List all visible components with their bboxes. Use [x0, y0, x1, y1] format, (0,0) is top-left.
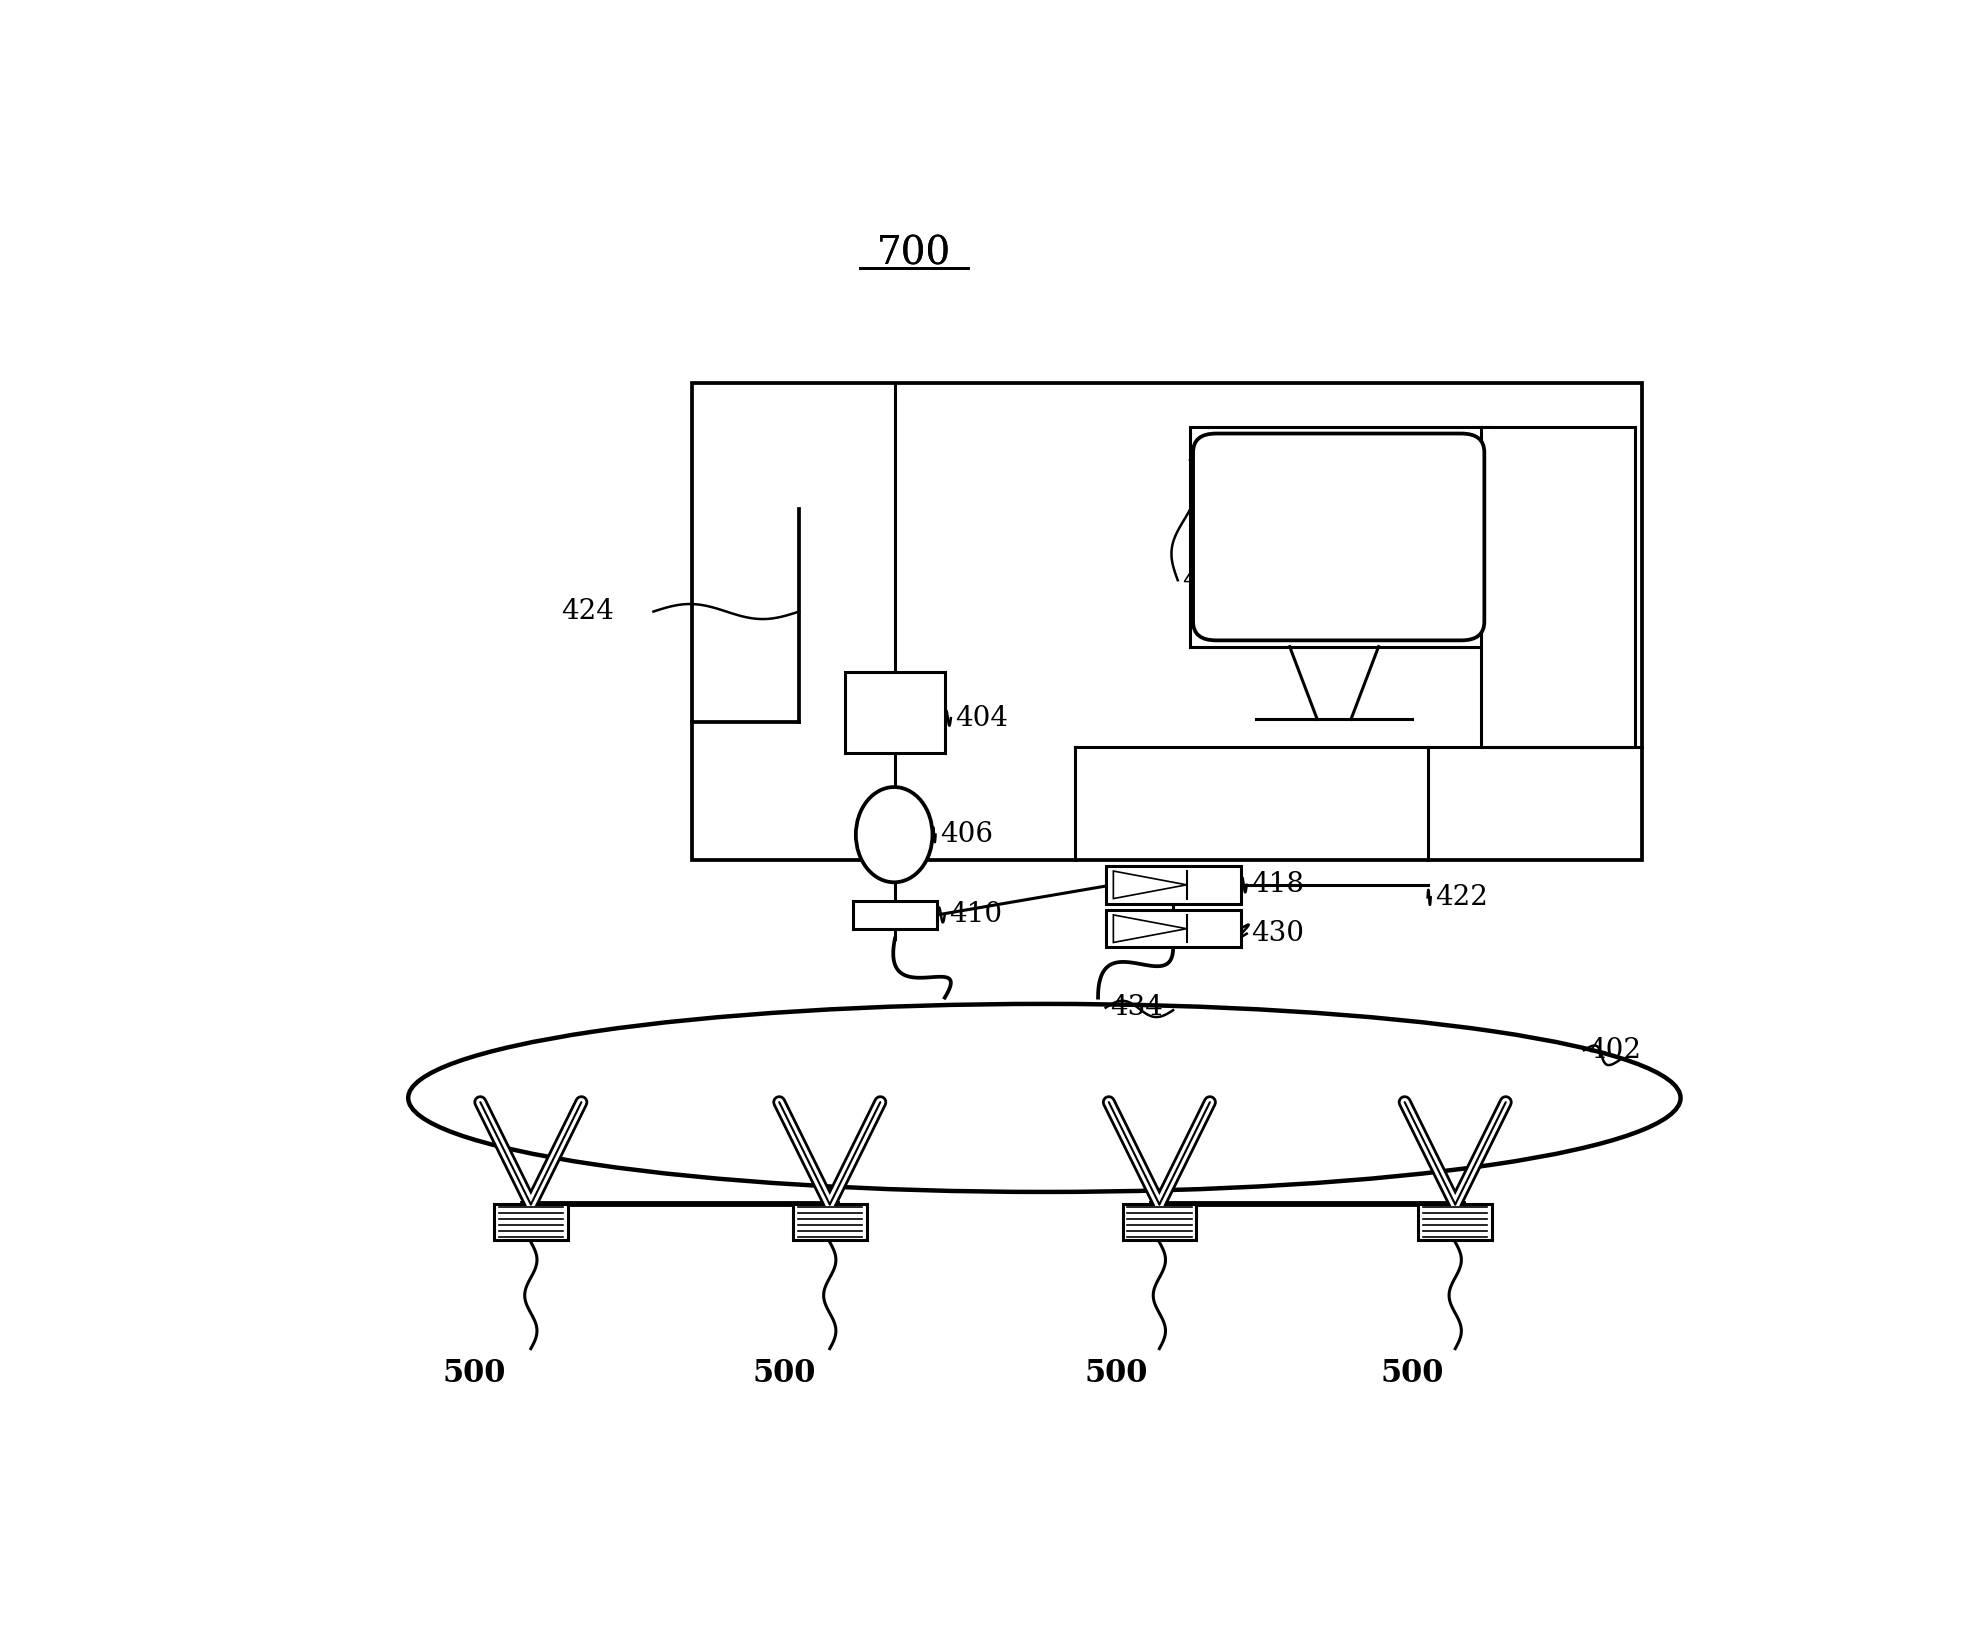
Ellipse shape [856, 786, 932, 882]
Bar [1418, 1205, 1491, 1239]
Bar [692, 383, 1642, 860]
Text: 418: 418 [1252, 871, 1304, 899]
Text: 406: 406 [940, 821, 993, 848]
Text: 420: 420 [1183, 567, 1236, 594]
Text: 500: 500 [752, 1358, 815, 1389]
Text: 700: 700 [876, 236, 951, 274]
FancyBboxPatch shape [1193, 433, 1484, 640]
Text: 424: 424 [562, 597, 615, 625]
Bar [494, 1205, 568, 1239]
Text: 500: 500 [443, 1358, 506, 1389]
Text: 500: 500 [1084, 1358, 1147, 1389]
Text: 410: 410 [949, 902, 1003, 928]
Text: 430: 430 [1252, 920, 1304, 947]
Bar [1191, 427, 1489, 646]
Bar [845, 672, 945, 754]
Text: 402: 402 [1588, 1037, 1642, 1063]
Text: 434: 434 [1110, 995, 1163, 1021]
Bar [1106, 866, 1240, 904]
Text: 500: 500 [1381, 1358, 1444, 1389]
Text: 404: 404 [955, 705, 1009, 731]
Bar [1482, 427, 1634, 747]
Text: 700: 700 [876, 236, 951, 274]
Bar [1106, 910, 1240, 947]
Bar [793, 1205, 866, 1239]
Ellipse shape [407, 1004, 1681, 1192]
Bar [1124, 1205, 1197, 1239]
Text: 422: 422 [1436, 884, 1487, 910]
Bar [853, 902, 938, 928]
